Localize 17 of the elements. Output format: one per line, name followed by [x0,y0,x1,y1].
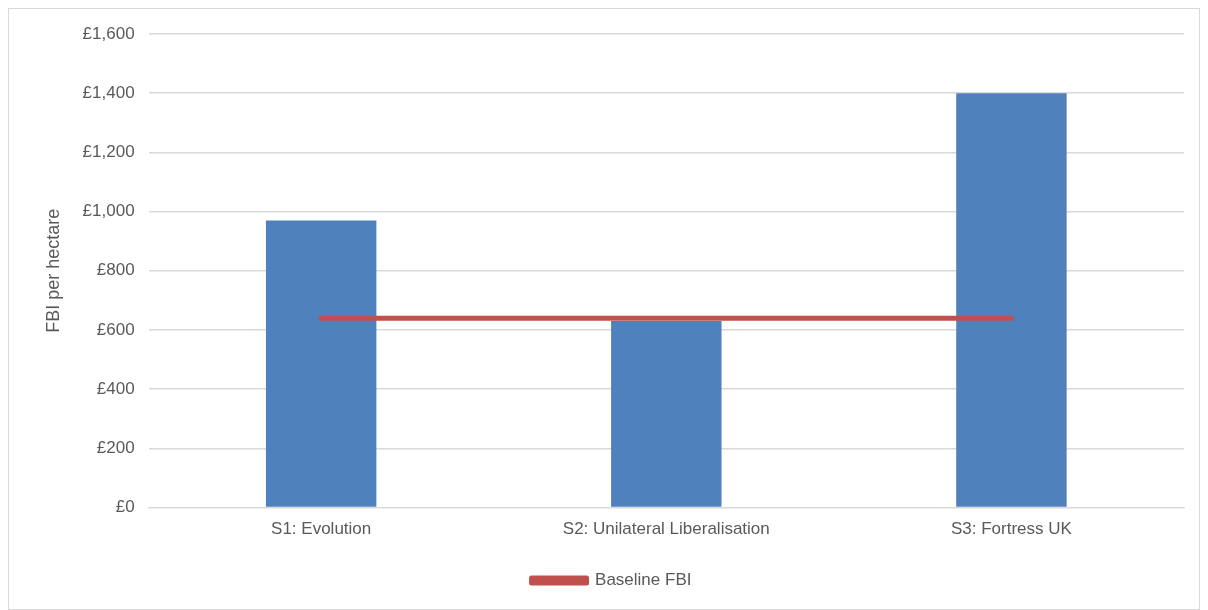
y-tick-label: £600 [96,319,135,339]
y-tick-label: £400 [96,378,135,398]
y-tick-label: £1,400 [82,82,135,102]
x-tick-label: S1: Evolution [271,519,372,539]
x-tick-label: S2: Unilateral Liberalisation [562,519,770,539]
y-tick-label: £1,000 [82,201,135,221]
y-tick-label: £200 [96,438,135,458]
y-tick-label: £800 [96,260,135,280]
legend-label: Baseline FBI [595,570,692,590]
y-axis-title: FBI per hectare [42,208,63,333]
y-tick-label: £1,600 [82,23,135,43]
y-tick-label: £1,200 [82,142,135,162]
bar [611,321,722,507]
x-tick-label: S3: Fortress UK [950,519,1073,539]
bar [265,220,377,507]
y-tick-label: £0 [115,497,135,517]
bar [956,93,1067,507]
